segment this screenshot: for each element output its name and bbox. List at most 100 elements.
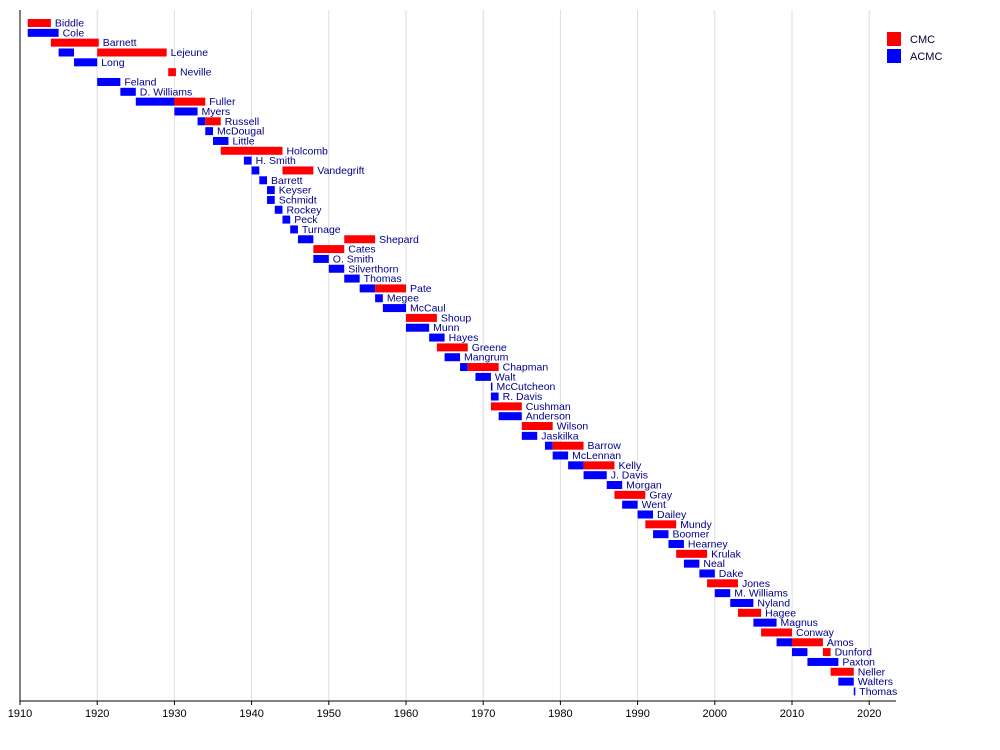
bar-acmc-68-0 [853, 687, 856, 696]
bar-acmc-25-0 [328, 264, 345, 273]
bar-label: O. Smith [333, 253, 374, 265]
x-tick-label: 2020 [857, 708, 881, 720]
bar-label: Turnage [302, 224, 341, 236]
bar-label: Mundy [680, 519, 712, 531]
bar-label: Shoup [441, 312, 472, 324]
bar-acmc-19-0 [274, 205, 283, 214]
bar-label: Amos [827, 637, 854, 649]
bar-label: McCaul [410, 303, 446, 315]
bar-acmc-29-0 [382, 304, 406, 313]
bar-label: Conway [796, 627, 835, 639]
bar-label: J. Davis [611, 470, 648, 482]
bar-label: Cushman [526, 401, 571, 413]
bar-label: Walt [495, 371, 516, 383]
bar-label: Walters [858, 676, 893, 688]
bar-cmc-5-0 [168, 68, 176, 77]
bar-label: Neller [858, 666, 886, 678]
bar-cmc-23-0 [313, 245, 345, 254]
x-tick-label: 1930 [162, 708, 186, 720]
bar-label: M. Williams [734, 588, 788, 600]
bar-acmc-40-0 [498, 412, 522, 421]
bar-acmc-44-0 [552, 451, 569, 460]
bar-label: Peck [294, 214, 318, 226]
bar-acmc-43-0 [544, 441, 553, 450]
bar-acmc-67-0 [838, 677, 854, 686]
bar-label: Gray [649, 489, 673, 501]
bar-cmc-64-1 [822, 648, 831, 657]
bar-label: Biddle [55, 18, 84, 30]
bar-acmc-1-0 [27, 28, 59, 37]
x-tick-label: 2010 [780, 708, 804, 720]
bar-label: H. Smith [256, 155, 296, 167]
bar-label: Hayes [449, 332, 479, 344]
x-tick-label: 1910 [8, 708, 32, 720]
bar-label: Boomer [672, 529, 709, 541]
bar-cmc-60-0 [737, 608, 762, 617]
bar-acmc-55-0 [683, 559, 700, 568]
bar-acmc-49-0 [622, 500, 638, 509]
bar-acmc-56-0 [699, 569, 715, 578]
bar-acmc-15-0 [251, 166, 260, 175]
bar-cmc-33-0 [436, 343, 468, 352]
bar-acmc-47-0 [606, 481, 623, 490]
bar-label: Silverthorn [348, 263, 398, 275]
bar-acmc-59-0 [730, 598, 754, 607]
bar-label: Barrow [588, 440, 622, 452]
bar-cmc-62-0 [761, 628, 792, 637]
bar-acmc-65-0 [807, 657, 839, 666]
bar-acmc-8-0 [135, 97, 159, 106]
bar-acmc-3-0 [58, 48, 75, 57]
bar-acmc-42-0 [521, 431, 538, 440]
bar-label: McLennan [572, 450, 621, 462]
bar-label: Russell [225, 116, 259, 128]
bar-acmc-12-0 [213, 136, 229, 145]
bar-label: Dunford [835, 647, 873, 659]
bar-label: Thomas [364, 273, 402, 285]
bar-label: Shepard [379, 234, 419, 246]
legend-swatch-cmc [887, 32, 901, 46]
bar-cmc-27-1 [375, 284, 406, 293]
bar-label: Long [101, 57, 125, 69]
bar-label: Cates [348, 244, 375, 256]
bar-acmc-8-1 [158, 97, 175, 106]
bar-label: Anderson [526, 411, 571, 423]
bar-acmc-21-0 [290, 225, 298, 234]
bar-label: Greene [472, 342, 507, 354]
x-tick-label: 1990 [625, 708, 649, 720]
legend-swatch-acmc [887, 49, 901, 63]
bar-acmc-52-0 [653, 530, 669, 539]
bar-cmc-48-0 [614, 490, 646, 499]
x-tick-label: 2000 [703, 708, 727, 720]
bar-label: Vandegrift [317, 165, 364, 177]
bar-label: Barnett [103, 37, 137, 49]
bar-acmc-11-0 [205, 127, 213, 136]
bar-acmc-4-0 [74, 58, 98, 67]
bar-cmc-13-0 [220, 146, 283, 155]
bar-label: Dailey [657, 509, 687, 521]
bar-label: Barrett [271, 175, 303, 187]
x-axis: 1910 1920 1930 1940 1950 1960 1970 1980 1990 2000… [8, 10, 896, 720]
bar-acmc-22-0 [297, 235, 314, 244]
bar-cmc-45-1 [583, 461, 615, 470]
bar-label: Morgan [626, 480, 662, 492]
bar-acmc-61-0 [753, 618, 777, 627]
x-tick-label: 1970 [471, 708, 495, 720]
bar-cmc-43-1 [552, 441, 584, 450]
bar-acmc-53-0 [668, 539, 684, 548]
bar-label: Krulak [711, 548, 742, 560]
bar-label: Wilson [557, 421, 589, 433]
bar-cmc-10-1 [205, 117, 221, 126]
bar-acmc-14-0 [243, 156, 252, 165]
bar-label: R. Davis [503, 391, 543, 403]
bar-label: Jaskilka [541, 430, 579, 442]
bar-cmc-51-0 [645, 520, 677, 529]
bar-acmc-38-0 [490, 392, 499, 401]
bar-label: McCutcheon [496, 381, 555, 393]
bar-label: Kelly [618, 460, 642, 472]
bar-label: Hearney [688, 538, 728, 550]
bar-acmc-7-0 [120, 87, 136, 96]
bar-label: Nyland [757, 597, 790, 609]
bar-cmc-39-0 [490, 402, 522, 411]
bar-acmc-64-0 [792, 648, 808, 657]
bar-acmc-9-0 [174, 107, 198, 116]
